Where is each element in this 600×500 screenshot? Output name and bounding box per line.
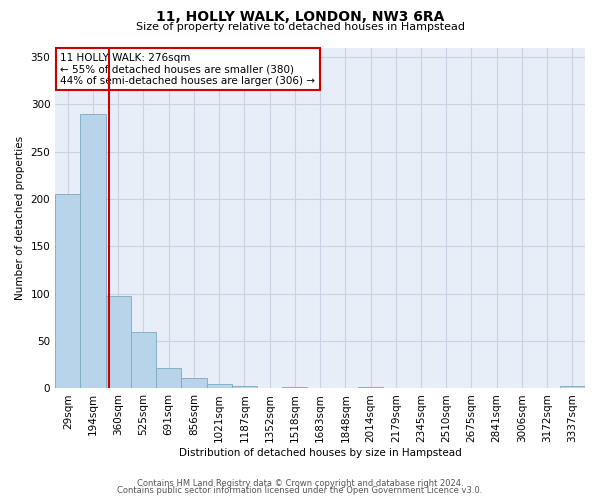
X-axis label: Distribution of detached houses by size in Hampstead: Distribution of detached houses by size … [179, 448, 461, 458]
Bar [55, 194, 80, 388]
Text: 11, HOLLY WALK, LONDON, NW3 6RA: 11, HOLLY WALK, LONDON, NW3 6RA [156, 10, 444, 24]
Text: Contains public sector information licensed under the Open Government Licence v3: Contains public sector information licen… [118, 486, 482, 495]
Bar [156, 368, 181, 388]
Bar [206, 384, 232, 388]
Bar [131, 332, 156, 388]
Bar [181, 378, 206, 388]
Bar [106, 296, 131, 388]
Bar [560, 386, 585, 388]
Text: Size of property relative to detached houses in Hampstead: Size of property relative to detached ho… [136, 22, 464, 32]
Bar [80, 114, 106, 388]
Text: 11 HOLLY WALK: 276sqm
← 55% of detached houses are smaller (380)
44% of semi-det: 11 HOLLY WALK: 276sqm ← 55% of detached … [61, 52, 316, 86]
Text: Contains HM Land Registry data © Crown copyright and database right 2024.: Contains HM Land Registry data © Crown c… [137, 478, 463, 488]
Bar [232, 386, 257, 388]
Y-axis label: Number of detached properties: Number of detached properties [15, 136, 25, 300]
